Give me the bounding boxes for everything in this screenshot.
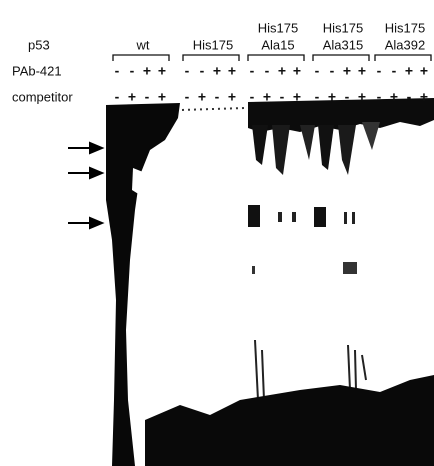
sign: +: [263, 89, 271, 105]
row-label: PAb-421: [12, 63, 62, 78]
sign: +: [328, 89, 336, 105]
sign: +: [213, 63, 221, 79]
sign: +: [198, 89, 206, 105]
sign: -: [377, 63, 382, 79]
bracket: [374, 54, 432, 61]
sign: -: [200, 63, 205, 79]
sign: -: [407, 89, 412, 105]
sign: +: [128, 89, 136, 105]
group-label: Ala315: [323, 37, 363, 52]
sign: +: [228, 63, 236, 79]
row-label: p53: [28, 37, 50, 52]
sign: -: [345, 89, 350, 105]
group-label: wt: [136, 37, 150, 52]
sign: +: [420, 63, 428, 79]
sign: -: [330, 63, 335, 79]
sign: -: [215, 89, 220, 105]
sign: -: [130, 63, 135, 79]
bracket: [312, 54, 370, 61]
group-label: His175: [258, 20, 298, 35]
sign: -: [265, 63, 270, 79]
sign: -: [315, 63, 320, 79]
sign: +: [358, 89, 366, 105]
sign: +: [420, 89, 428, 105]
group-label: Ala392: [385, 37, 425, 52]
sign: -: [115, 89, 120, 105]
sign: +: [293, 89, 301, 105]
sign: -: [392, 63, 397, 79]
sign: -: [315, 89, 320, 105]
bracket: [247, 54, 305, 61]
sign: +: [158, 63, 166, 79]
sign: +: [158, 89, 166, 105]
arrows: [68, 141, 105, 230]
bracket: [112, 54, 170, 61]
sign: +: [343, 63, 351, 79]
sign: +: [405, 63, 413, 79]
gel: [106, 98, 434, 466]
sign: -: [115, 63, 120, 79]
sign: -: [250, 63, 255, 79]
sign: -: [377, 89, 382, 105]
sign: -: [250, 89, 255, 105]
bracket: [182, 54, 240, 61]
sign: +: [228, 89, 236, 105]
sign: +: [390, 89, 398, 105]
group-label: Ala15: [261, 37, 294, 52]
group-label: His175: [385, 20, 425, 35]
sign: +: [293, 63, 301, 79]
sign: -: [280, 89, 285, 105]
group-label: His175: [193, 37, 233, 52]
sign: -: [185, 63, 190, 79]
sign: +: [143, 63, 151, 79]
sign: -: [145, 89, 150, 105]
sign: -: [185, 89, 190, 105]
group-label: His175: [323, 20, 363, 35]
sign: +: [358, 63, 366, 79]
sign: +: [278, 63, 286, 79]
row-label: competitor: [12, 89, 73, 104]
